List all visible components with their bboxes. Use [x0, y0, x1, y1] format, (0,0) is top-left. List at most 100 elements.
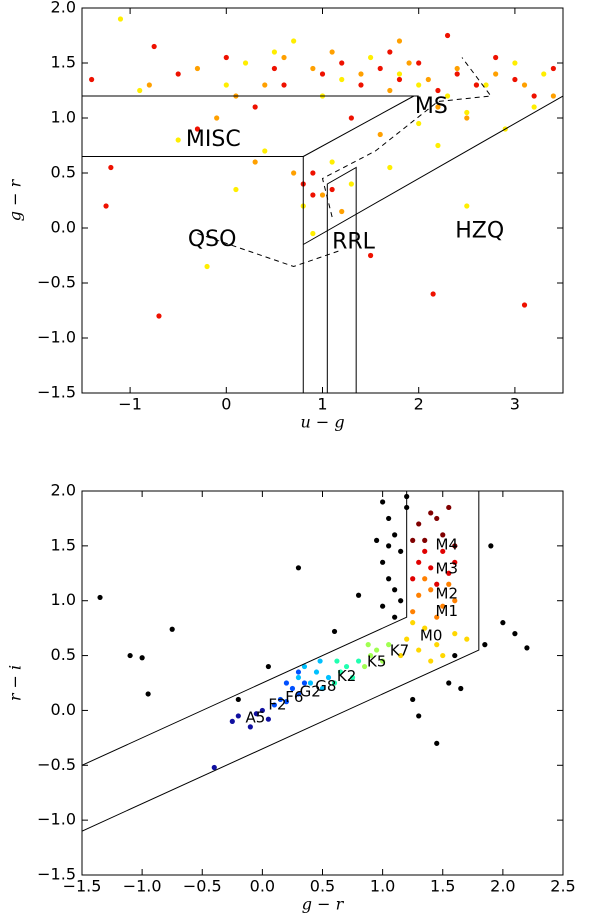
- point: [343, 663, 350, 670]
- region-boundary: [321, 57, 492, 218]
- point: [446, 504, 452, 511]
- point: [550, 93, 556, 99]
- point: [422, 548, 428, 554]
- region-boundary: [303, 95, 563, 245]
- point: [521, 302, 528, 308]
- region-label: K7: [390, 642, 409, 660]
- region-label: M2: [436, 585, 459, 603]
- region-boundary: [82, 491, 408, 766]
- x-tick-label: −1.0: [123, 877, 162, 896]
- point: [406, 60, 412, 66]
- point: [103, 203, 109, 209]
- point: [291, 38, 297, 44]
- point: [434, 614, 440, 620]
- point: [416, 60, 422, 66]
- point: [146, 82, 152, 88]
- point: [493, 71, 499, 77]
- point: [440, 532, 446, 538]
- point: [223, 54, 229, 61]
- y-axis-label: g − r: [6, 178, 25, 221]
- point: [365, 642, 371, 648]
- point: [368, 54, 374, 61]
- point: [416, 647, 422, 653]
- axes: MISC MS QSO RRL HZQ −1 0 1 2 3 −1.5 −1.0 −0.5 0.0 0.5 1…: [6, 0, 564, 432]
- region-label: RRL: [332, 229, 376, 254]
- point: [446, 570, 452, 576]
- point: [223, 82, 229, 88]
- point: [410, 537, 416, 543]
- y-tick-label: −0.5: [37, 273, 76, 292]
- point: [435, 142, 441, 149]
- point: [422, 537, 428, 543]
- region-label: K2: [337, 667, 356, 685]
- point: [271, 702, 277, 708]
- point: [380, 499, 386, 505]
- point: [313, 669, 320, 675]
- region-boundary: [82, 156, 304, 393]
- point: [374, 537, 380, 543]
- point: [416, 559, 422, 565]
- point: [392, 587, 398, 593]
- point: [473, 82, 480, 88]
- point: [531, 93, 537, 99]
- point: [281, 54, 287, 61]
- point: [331, 628, 338, 635]
- point: [169, 626, 175, 632]
- point: [386, 576, 392, 582]
- region-label: HZQ: [455, 218, 504, 243]
- point: [117, 16, 124, 22]
- point: [317, 658, 323, 664]
- point: [440, 548, 446, 554]
- point: [295, 691, 302, 697]
- point: [416, 713, 422, 719]
- x-tick-label: 1.0: [370, 877, 395, 896]
- point: [454, 71, 460, 77]
- point: [428, 565, 434, 571]
- point: [229, 718, 235, 725]
- point: [531, 104, 537, 110]
- y-axis-label: r − i: [6, 665, 25, 701]
- point: [398, 548, 404, 554]
- point: [291, 170, 297, 176]
- point: [377, 131, 383, 138]
- point: [512, 631, 518, 637]
- region-boundary: [326, 166, 357, 393]
- point: [145, 691, 151, 697]
- x-tick-label: 2: [414, 395, 424, 414]
- point: [380, 603, 386, 609]
- x-tick-label: −1.5: [63, 877, 102, 896]
- point: [458, 685, 464, 692]
- region-label: MISC: [186, 127, 241, 152]
- point: [464, 203, 470, 209]
- point: [247, 724, 253, 730]
- point: [89, 76, 95, 83]
- point: [374, 647, 380, 653]
- point: [380, 658, 386, 664]
- point: [386, 515, 392, 522]
- point: [310, 170, 316, 176]
- point: [331, 680, 338, 686]
- point: [242, 60, 249, 66]
- point: [194, 126, 201, 132]
- plot-area: [82, 491, 530, 832]
- point: [444, 93, 451, 99]
- point: [410, 576, 416, 582]
- point: [289, 685, 296, 692]
- point: [396, 76, 403, 83]
- point: [319, 192, 326, 198]
- axes-frame: [81, 7, 564, 394]
- point: [295, 669, 302, 675]
- y-tick-label: −1.0: [37, 328, 76, 347]
- region-label: F2: [268, 695, 286, 713]
- point: [235, 696, 241, 703]
- point: [434, 581, 440, 587]
- point: [368, 252, 374, 259]
- point: [410, 609, 416, 615]
- point: [440, 652, 446, 659]
- point: [265, 716, 271, 722]
- point: [541, 71, 547, 77]
- region-label: F6: [285, 688, 303, 706]
- x-tick-label: 0: [221, 395, 231, 414]
